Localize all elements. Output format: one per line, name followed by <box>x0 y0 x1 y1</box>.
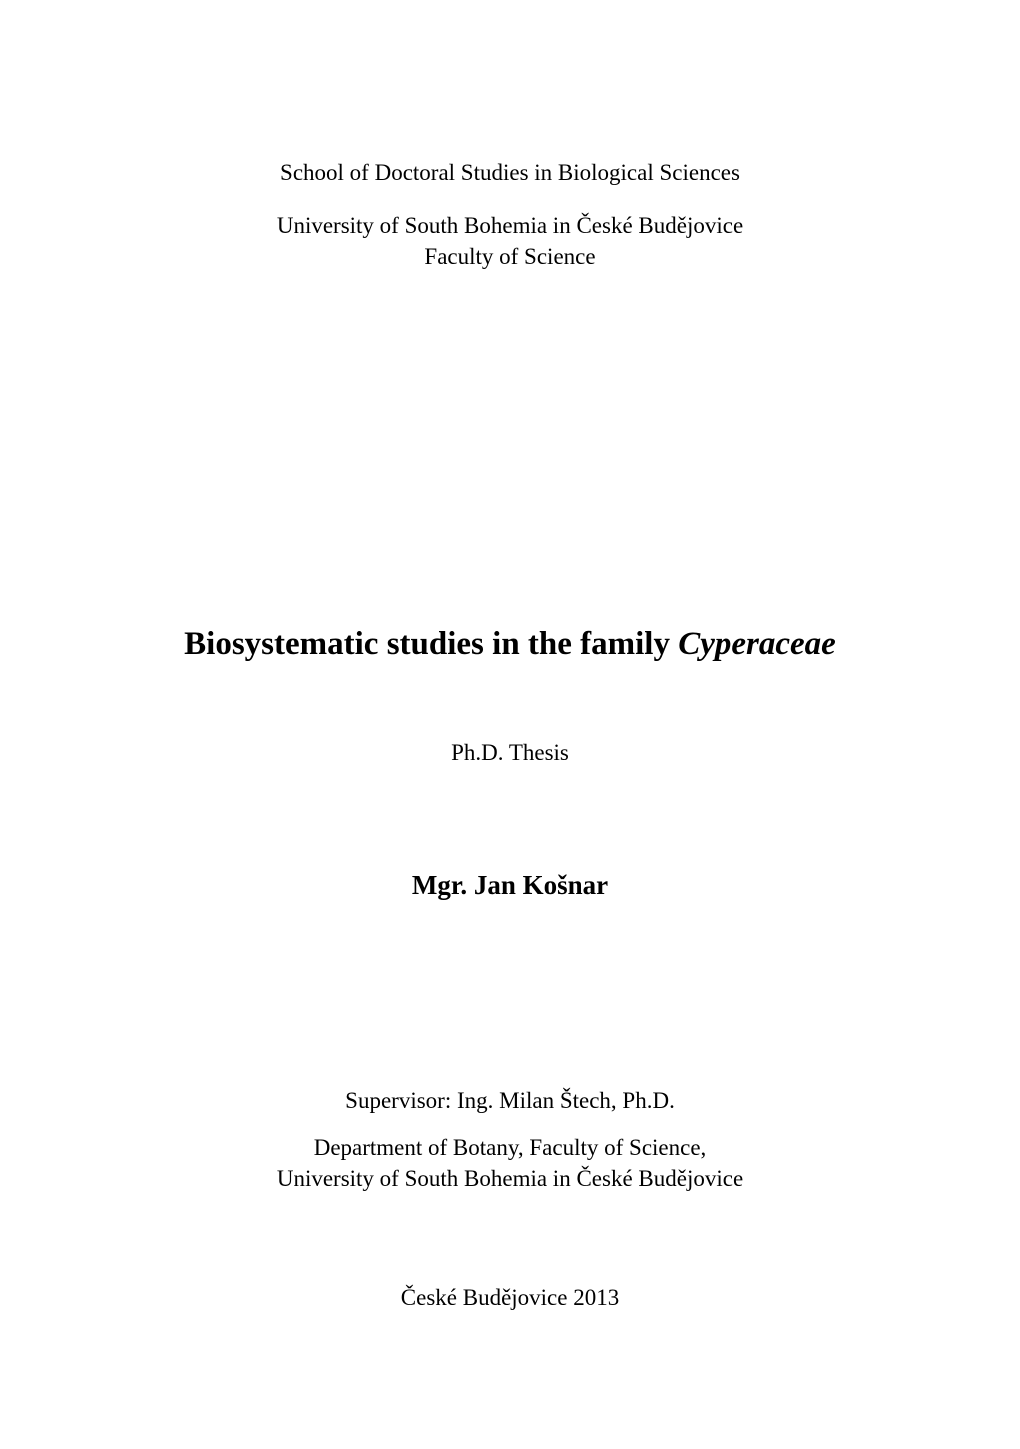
faculty-name: Faculty of Science <box>0 241 1020 272</box>
supervisor-block: Supervisor: Ing. Milan Štech, Ph.D. Depa… <box>0 1085 1020 1194</box>
university-name: University of South Bohemia in České Bud… <box>0 210 1020 241</box>
place-year-block: České Budějovice 2013 <box>0 1285 1020 1311</box>
department-line-1: Department of Botany, Faculty of Science… <box>0 1132 1020 1163</box>
author-name: Mgr. Jan Košnar <box>0 870 1020 901</box>
place-year: České Budějovice 2013 <box>0 1285 1020 1311</box>
department-line-2: University of South Bohemia in České Bud… <box>0 1163 1020 1194</box>
title-page: School of Doctoral Studies in Biological… <box>0 0 1020 1449</box>
thesis-title: Biosystematic studies in the family Cype… <box>0 625 1020 665</box>
thesis-type: Ph.D. Thesis <box>0 740 1020 766</box>
institution-block: School of Doctoral Studies in Biological… <box>0 157 1020 272</box>
author-block: Mgr. Jan Košnar <box>0 870 1020 901</box>
school-name: School of Doctoral Studies in Biological… <box>0 157 1020 188</box>
supervisor-line: Supervisor: Ing. Milan Štech, Ph.D. <box>0 1085 1020 1116</box>
title-italic-taxon: Cyperaceae <box>678 626 836 662</box>
title-block: Biosystematic studies in the family Cype… <box>0 625 1020 766</box>
title-main: Biosystematic studies in the family <box>184 626 678 662</box>
